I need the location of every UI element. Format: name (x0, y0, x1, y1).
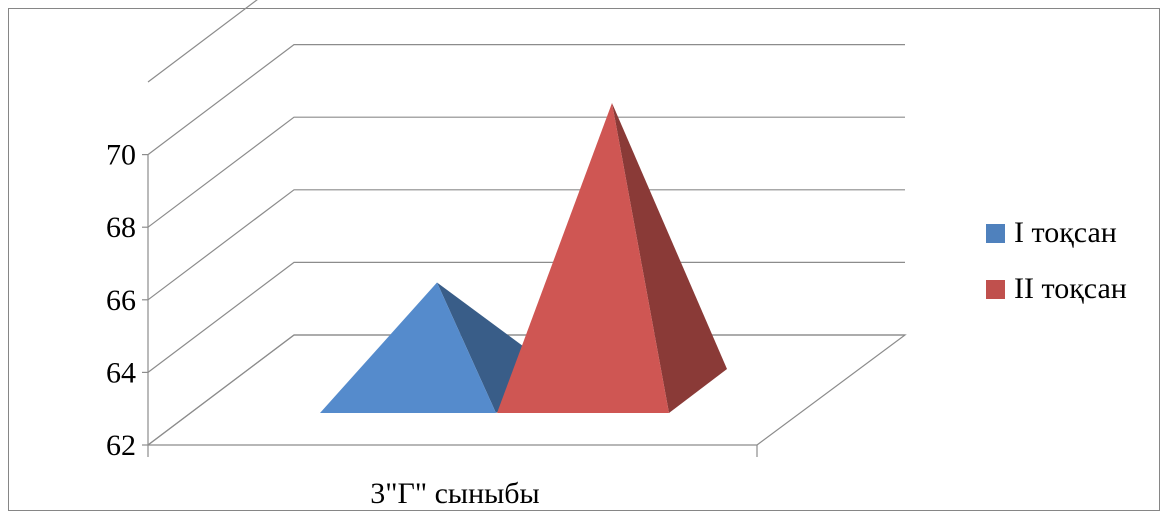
bar-front-face (320, 282, 496, 413)
gridline (147, 189, 905, 301)
chart-bars (320, 103, 727, 413)
y-tick-label: 62 (106, 429, 136, 462)
gridline (147, 43, 905, 156)
y-tick-label: 66 (106, 284, 136, 317)
bar-front-face (497, 103, 669, 413)
gridline (147, 0, 258, 83)
x-category-label: 3"Г" сыныбы (370, 477, 539, 510)
y-tick-label: 68 (106, 211, 136, 244)
legend-label: I тоқсан (1014, 216, 1117, 249)
gridline (147, 261, 905, 373)
y-tick-label: 64 (106, 356, 136, 389)
gridlines (147, 0, 905, 446)
bar-pyramid (497, 103, 727, 413)
legend-label: II тоқсан (1014, 272, 1127, 305)
legend-swatch (986, 280, 1005, 299)
bar-side-face (612, 103, 727, 413)
legend: I тоқсан II тоқсан (986, 216, 1127, 305)
x-axis: 3"Г" сыныбы (147, 445, 758, 510)
y-tick-label: 70 (106, 139, 136, 172)
legend-swatch (986, 224, 1005, 243)
y-axis: 62 64 66 68 70 (106, 139, 149, 462)
gridline (147, 116, 905, 228)
